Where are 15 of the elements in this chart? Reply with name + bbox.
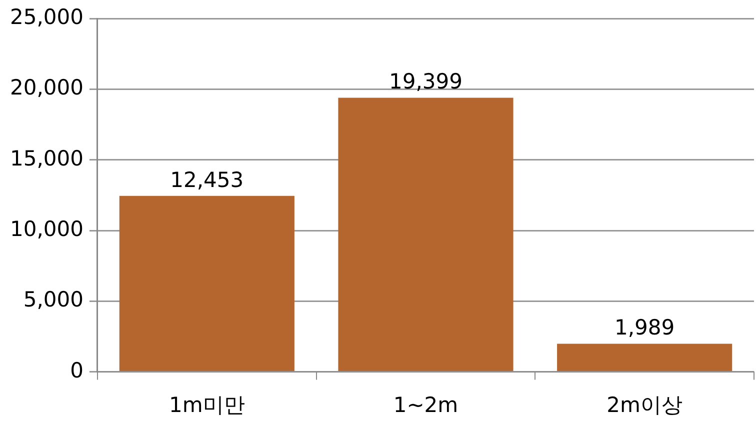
- x-tick-label: 1m미만: [168, 392, 245, 417]
- y-tick-label: 5,000: [23, 288, 84, 312]
- x-tick-label: 1~2m: [393, 392, 458, 417]
- data-label: 12,453: [170, 168, 244, 192]
- bar: [338, 98, 514, 372]
- bar: [557, 344, 732, 372]
- data-label: 1,989: [614, 316, 675, 340]
- y-tick-label: 10,000: [10, 216, 84, 241]
- bar: [119, 196, 294, 372]
- y-tick-label: 0: [70, 358, 84, 382]
- y-tick-label: 25,000: [10, 5, 84, 30]
- data-label: 19,399: [389, 70, 462, 94]
- x-tick-label: 2m이상: [606, 392, 682, 417]
- y-tick-label: 15,000: [10, 146, 84, 170]
- y-tick-label: 20,000: [10, 76, 84, 100]
